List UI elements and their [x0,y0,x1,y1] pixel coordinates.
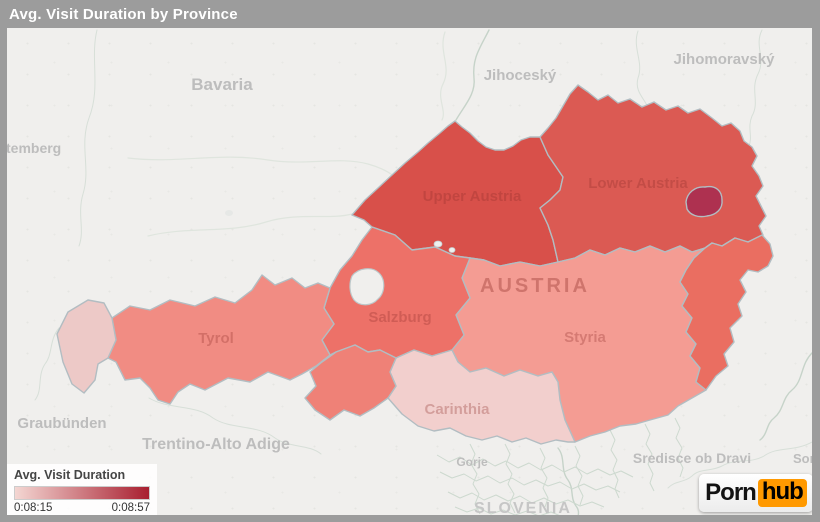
province-labels: Upper Austria Lower Austria Salzburg Tyr… [198,175,688,418]
label-styria: Styria [564,329,606,346]
region-east-tyrol[interactable] [304,344,397,421]
label-slovenia: SLOVENIA [474,500,572,515]
title-bar: Avg. Visit Duration by Province [0,0,820,28]
label-trentino: Trentino-Alto Adige [142,436,290,453]
label-bavaria: Bavaria [191,75,253,94]
label-sredisce: Sredisce ob Dravi [633,450,751,466]
logo-text-porn: Porn [705,479,757,506]
label-jihocesky: Jihoceský [484,67,557,84]
region-lower-austria[interactable] [539,84,767,263]
map-canvas[interactable]: temberg Bavaria Jihoceský Jihomoravský G… [7,28,812,515]
region-vienna[interactable] [685,185,723,218]
label-tyrol: Tyrol [198,330,234,347]
pornhub-logo: Porn hub [699,474,812,512]
label-lower-austria: Lower Austria [588,175,688,192]
legend-max-value: 0:08:57 [111,502,150,514]
lake [448,247,456,253]
label-graubunden: Graubünden [17,415,106,432]
label-upper-austria: Upper Austria [423,188,522,205]
legend-title: Avg. Visit Duration [14,468,126,482]
label-gorje: Gorje [456,455,488,469]
region-vorarlberg[interactable] [56,299,117,394]
legend: Avg. Visit Duration 0:08:15 0:08:57 [7,464,157,515]
neighbor-labels: temberg Bavaria Jihoceský Jihomoravský G… [7,51,812,515]
label-jihomoravsky: Jihomoravský [674,51,776,68]
austria-choropleth-map[interactable]: temberg Bavaria Jihoceský Jihomoravský G… [7,28,812,515]
label-som: Som [793,451,812,466]
lake [433,240,443,248]
berchtesgaden-notch [349,268,385,306]
province-shapes [56,84,774,445]
page-title: Avg. Visit Duration by Province [9,6,238,23]
label-salzburg: Salzburg [368,309,431,326]
label-austria: AUSTRIA [480,275,590,297]
lake [225,210,233,216]
logo-text-hub: hub [757,479,807,507]
label-wurttemberg: temberg [7,140,61,156]
neighbor-borders [34,29,812,515]
region-burgenland[interactable] [679,234,774,391]
label-carinthia: Carinthia [424,401,490,418]
slovenia-municipal-borders [436,417,684,515]
legend-min-value: 0:08:15 [14,502,53,514]
legend-gradient-bar [14,486,150,500]
